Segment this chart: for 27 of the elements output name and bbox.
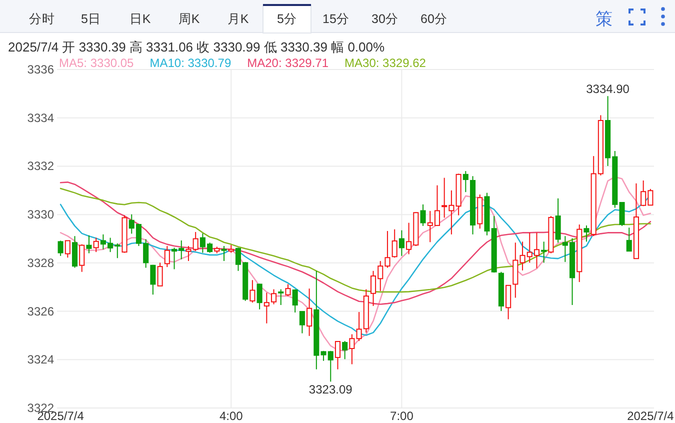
y-tick-label: 3332 (27, 159, 54, 174)
x-tick-label: 4:00 (219, 409, 243, 423)
y-tick-label: 3328 (27, 256, 54, 270)
tab-label: 策 (596, 10, 612, 28)
tab-label: 日K (129, 12, 151, 26)
tab-label: 周K (178, 12, 200, 26)
y-tick-label: 3336 (27, 62, 54, 76)
x-tick-label: 2025/7/4 (627, 409, 674, 423)
tab-label: 分时 (29, 12, 55, 26)
tab-label: 15分 (322, 12, 350, 26)
tab-label: 月K (227, 12, 249, 26)
annotation-label: 3323.09 (308, 382, 352, 397)
y-tick-label: 3334 (27, 110, 54, 125)
x-tick-label: 7:00 (390, 409, 414, 423)
legend-label: MA20: 3329.71 (247, 56, 329, 70)
tab-label: 5日 (81, 12, 101, 26)
tab-label: 30分 (372, 12, 398, 26)
y-tick-label: 3324 (27, 352, 54, 367)
tab-label: 60分 (420, 12, 448, 26)
y-tick-label: 3326 (27, 304, 54, 318)
legend-label: MA30: 3329.62 (344, 56, 426, 70)
y-tick-label: 3330 (27, 208, 54, 222)
legend-label: MA10: 3330.79 (150, 56, 232, 70)
tab-label: 5分 (277, 12, 297, 26)
title: 2025/7/4 开 3330.39 高 3331.06 收 3330.99 低 3330.39 幅 0.00% (8, 40, 385, 54)
legend-label: MA5: 3330.05 (59, 56, 134, 70)
annotation-label: 3334.90 (586, 82, 630, 96)
